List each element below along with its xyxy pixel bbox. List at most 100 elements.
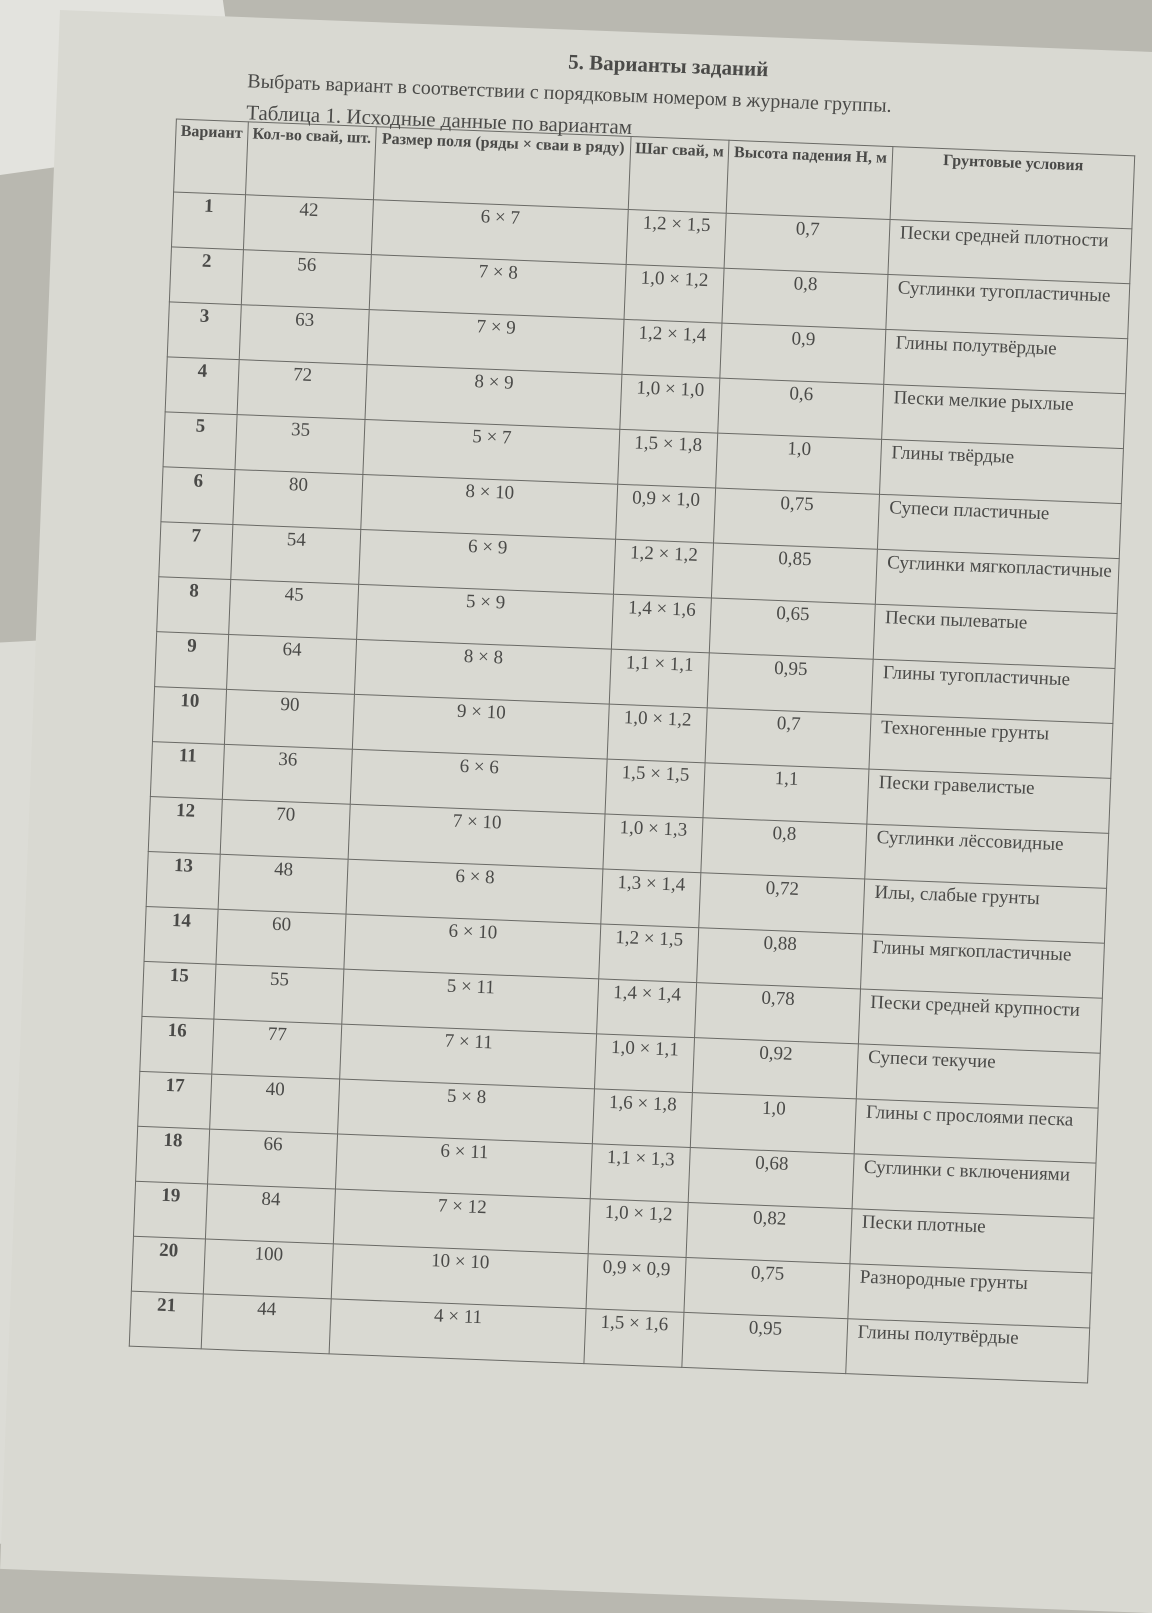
pile-spacing-cell: 1,5 × 1,8 [617, 429, 719, 489]
pile-count-cell: 42 [243, 194, 374, 255]
field-size-cell: 5 × 9 [356, 584, 614, 650]
pile-spacing-cell: 1,1 × 1,3 [589, 1143, 691, 1203]
field-size-cell: 8 × 8 [354, 639, 611, 705]
drop-height-cell: 0,9 [720, 323, 886, 385]
pile-spacing-cell: 1,2 × 1,5 [625, 209, 727, 269]
drop-height-cell: 0,75 [713, 488, 880, 550]
pile-count-cell: 72 [236, 359, 368, 420]
field-size-cell: 7 × 10 [348, 804, 605, 869]
pile-spacing-cell: 1,2 × 1,2 [613, 539, 714, 598]
drop-height-cell: 0,95 [707, 652, 874, 715]
soil-conditions-cell: Суглинки с включениями [851, 1153, 1096, 1219]
drop-height-cell: 0,78 [694, 982, 861, 1044]
pile-spacing-cell: 1,0 × 1,0 [619, 374, 721, 434]
pile-count-cell: 64 [226, 634, 357, 695]
field-size-cell: 10 × 10 [331, 1243, 588, 1309]
column-header: Высота падения H, м [726, 140, 893, 220]
field-size-cell: 6 × 7 [371, 199, 628, 265]
variant-cell: 2 [169, 246, 244, 305]
soil-conditions-cell: Пески пылеватые [873, 604, 1118, 669]
drop-height-cell: 0,75 [684, 1257, 850, 1319]
drop-height-cell: 0,6 [718, 378, 884, 440]
variant-cell: 16 [139, 1016, 214, 1075]
variant-cell: 20 [131, 1236, 206, 1294]
soil-conditions-cell: Пески мелкие рыхлые [881, 384, 1126, 449]
field-size-cell: 6 × 8 [346, 859, 603, 924]
document-page: 5. Варианты заданий Выбрать вариант в со… [0, 10, 1152, 1613]
pile-spacing-cell: 1,5 × 1,6 [583, 1308, 685, 1368]
column-header: Кол-во свай, шт. [245, 121, 377, 200]
pile-count-cell: 70 [219, 799, 351, 860]
soil-conditions-cell: Глины мягкопластичные [860, 933, 1105, 999]
soil-conditions-cell: Пески средней плотности [887, 219, 1132, 284]
pile-spacing-cell: 1,4 × 1,4 [596, 978, 697, 1038]
drop-height-cell: 0,65 [709, 597, 876, 660]
soil-conditions-cell: Илы, слабые грунты [862, 879, 1107, 944]
variant-cell: 4 [165, 356, 239, 415]
variant-cell: 6 [160, 466, 235, 525]
field-size-cell: 9 × 10 [352, 694, 609, 760]
soil-conditions-cell: Пески плотные [849, 1208, 1094, 1274]
pile-count-cell: 36 [221, 744, 353, 805]
variant-cell: 13 [146, 851, 220, 910]
variant-cell: 11 [150, 741, 225, 800]
field-size-cell: 6 × 9 [359, 529, 616, 595]
drop-height-cell: 0,8 [701, 817, 867, 880]
drop-height-cell: 0,85 [711, 542, 878, 605]
field-size-cell: 6 × 11 [335, 1133, 592, 1199]
variants-table: Вариант Кол-во свай, шт. Размер поля (ряды… [129, 119, 1135, 1384]
variant-cell: 7 [158, 521, 233, 580]
variant-cell: 8 [156, 576, 231, 635]
field-size-cell: 5 × 11 [342, 969, 599, 1034]
field-size-cell: 5 × 8 [337, 1079, 595, 1144]
soil-conditions-cell: Глины твёрдые [879, 439, 1124, 504]
field-size-cell: 7 × 8 [369, 254, 626, 320]
pile-count-cell: 35 [234, 414, 366, 475]
column-header: Шаг свай, м [627, 136, 730, 214]
field-size-cell: 7 × 9 [367, 309, 624, 375]
soil-conditions-cell: Глины полутвёрдые [883, 329, 1128, 394]
pile-spacing-cell: 1,1 × 1,1 [608, 649, 710, 708]
pile-spacing-cell: 1,3 × 1,4 [600, 868, 702, 928]
soil-conditions-cell: Суглинки мягкопластичные [875, 549, 1120, 614]
pile-count-cell: 45 [228, 579, 360, 640]
pile-spacing-cell: 1,0 × 1,1 [594, 1033, 695, 1093]
pile-count-cell: 90 [224, 689, 355, 750]
pile-spacing-cell: 0,9 × 1,0 [615, 484, 716, 543]
pile-count-cell: 80 [232, 469, 364, 530]
drop-height-cell: 0,82 [686, 1202, 852, 1264]
soil-conditions-cell: Техногенные грунты [868, 714, 1113, 779]
field-size-cell: 6 × 10 [344, 914, 601, 979]
variant-cell: 12 [148, 796, 222, 855]
soil-conditions-cell: Суглинки тугопластичные [885, 274, 1130, 339]
pile-count-cell: 84 [205, 1184, 336, 1244]
pile-count-cell: 63 [238, 304, 370, 365]
pile-count-cell: 66 [207, 1129, 338, 1189]
pile-count-cell: 60 [215, 909, 347, 970]
soil-conditions-cell: Супеси текучие [856, 1043, 1101, 1109]
field-size-cell: 7 × 12 [333, 1188, 590, 1254]
variant-cell: 10 [152, 686, 227, 745]
soil-conditions-cell: Глины с прослоями песка [854, 1098, 1099, 1164]
drop-height-cell: 1,0 [690, 1092, 857, 1154]
soil-conditions-cell: Суглинки лёссовидные [864, 824, 1109, 889]
field-size-cell: 4 × 11 [329, 1298, 586, 1364]
pile-spacing-cell: 1,5 × 1,5 [604, 759, 706, 818]
variant-cell: 3 [167, 301, 241, 360]
drop-height-cell: 0,7 [705, 707, 871, 770]
pile-spacing-cell: 1,0 × 1,2 [587, 1198, 689, 1258]
soil-conditions-cell: Супеси пластичные [877, 494, 1122, 559]
drop-height-cell: 1,0 [715, 433, 882, 495]
variant-cell: 5 [163, 411, 237, 470]
pile-spacing-cell: 0,9 × 0,9 [585, 1253, 687, 1313]
variant-cell: 14 [144, 906, 218, 965]
pile-spacing-cell: 1,2 × 1,5 [598, 923, 700, 983]
pile-count-cell: 40 [209, 1074, 341, 1134]
drop-height-cell: 0,95 [682, 1312, 848, 1374]
pile-spacing-cell: 1,0 × 1,2 [623, 264, 725, 324]
pile-spacing-cell: 1,6 × 1,8 [591, 1088, 693, 1148]
drop-height-cell: 0,72 [699, 872, 865, 934]
pile-count-cell: 56 [240, 249, 372, 310]
variant-cell: 17 [137, 1071, 212, 1130]
variant-cell: 15 [141, 961, 216, 1020]
